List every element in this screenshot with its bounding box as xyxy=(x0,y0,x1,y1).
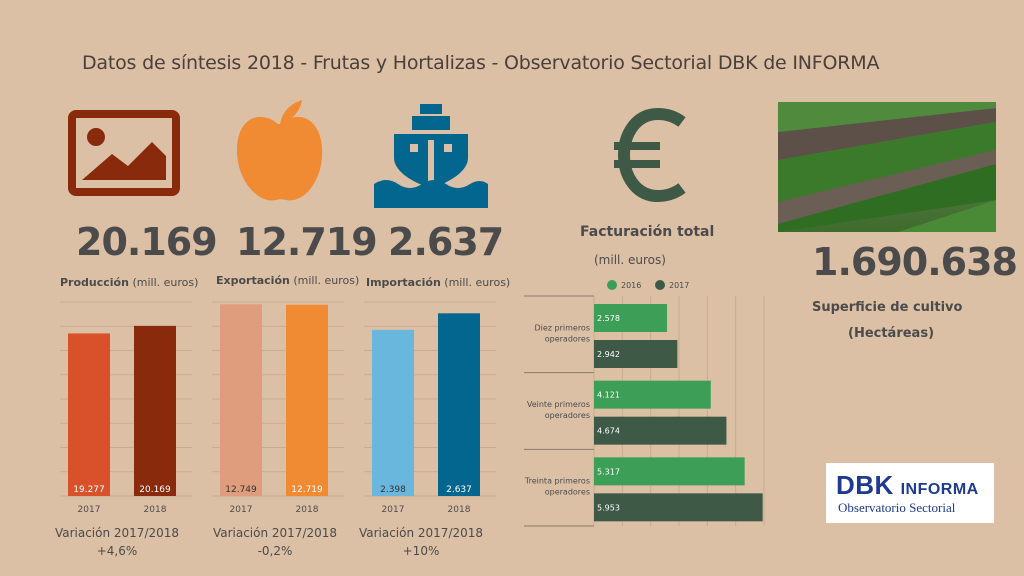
facturacion-value-label: 2.942 xyxy=(597,350,620,359)
importacion-bar-2017 xyxy=(372,329,414,496)
importacion-value-label: 2.398 xyxy=(380,485,406,495)
superficie-label: Superficie de cultivo xyxy=(812,300,963,315)
produccion-category-label: 2018 xyxy=(144,505,167,515)
facturacion-value-label: 2.578 xyxy=(597,314,620,323)
produccion-chart: 19.277 2017 20.169 2018 xyxy=(60,301,192,515)
produccion-variation: Variación 2017/2018 +4,6% xyxy=(54,526,180,558)
facturacion-value-label: 5.953 xyxy=(597,503,620,512)
category-label: operadores xyxy=(545,411,590,420)
legend-marker-2017 xyxy=(655,280,665,290)
importacion-category-label: 2017 xyxy=(382,505,405,515)
crop-field-photo xyxy=(778,102,996,232)
exportacion-value-label: 12.719 xyxy=(291,485,323,495)
facturacion-bar-2017 xyxy=(594,340,678,368)
produccion-value: 20.169 xyxy=(76,220,218,264)
superficie-unit: (Hectáreas) xyxy=(848,326,935,341)
category-label: Diez primeros xyxy=(534,323,590,332)
dbk-informa-logo: DBK INFORMA Observatorio Sectorial xyxy=(826,463,994,523)
legend-label-2017: 2017 xyxy=(669,281,689,290)
exportacion-category-label: 2017 xyxy=(230,505,253,515)
facturacion-value-label: 4.121 xyxy=(597,391,620,400)
exportacion-bar-2017 xyxy=(220,304,262,496)
facturacion-value-label: 4.674 xyxy=(597,427,620,436)
category-label: Treinta primeros xyxy=(524,477,590,486)
facturacion-subtitle: (mill. euros) xyxy=(594,253,666,267)
exportacion-bar-2018 xyxy=(286,304,328,496)
exportacion-value-label: 12.749 xyxy=(225,485,257,495)
produccion-bar-2018 xyxy=(134,325,176,496)
superficie-value: 1.690.638 xyxy=(812,240,1018,284)
produccion-category-label: 2017 xyxy=(78,505,101,515)
page-title: Datos de síntesis 2018 - Frutas y Hortal… xyxy=(82,52,880,74)
facturacion-bar-2017 xyxy=(594,493,763,522)
importacion-bar-2018 xyxy=(438,313,480,496)
produccion-value-label: 19.277 xyxy=(73,485,105,495)
exportacion-category-label: 2018 xyxy=(296,505,319,515)
importacion-chart: 2.398 2017 2.637 2018 xyxy=(364,301,496,515)
produccion-bar-2017 xyxy=(68,333,110,496)
exportacion-value: 12.719 xyxy=(236,220,378,264)
exportacion-variation: Variación 2017/2018 -0,2% xyxy=(212,526,338,558)
category-label: Veinte primeros xyxy=(527,400,590,409)
exportacion-chart: 12.749 2017 12.719 2018 xyxy=(212,301,344,515)
produccion-label: Producción (mill. euros) xyxy=(60,276,199,289)
importacion-label: Importación (mill. euros) xyxy=(366,276,511,289)
ship-icon xyxy=(374,104,488,208)
facturacion-bar-2016 xyxy=(594,380,711,409)
apple-icon xyxy=(236,100,323,201)
image-icon xyxy=(68,110,180,196)
importacion-value: 2.637 xyxy=(388,220,504,264)
category-label: operadores xyxy=(545,334,590,343)
facturacion-title: Facturación total xyxy=(580,224,715,240)
facturacion-chart: 2016 2017 Diez primeros operadores 2.578 2.94… xyxy=(524,280,765,527)
facturacion-bar-2017 xyxy=(594,416,727,445)
exportacion-label: Exportación (mill. euros) xyxy=(216,274,360,287)
legend-label-2016: 2016 xyxy=(621,281,641,290)
euro-icon xyxy=(614,108,686,202)
produccion-value-label: 20.169 xyxy=(139,485,171,495)
importacion-value-label: 2.637 xyxy=(446,485,472,495)
legend-marker-2016 xyxy=(607,280,617,290)
facturacion-bar-2016 xyxy=(594,304,668,332)
importacion-variation: Variación 2017/2018 +10% xyxy=(358,526,484,558)
facturacion-bar-2016 xyxy=(594,457,745,486)
category-label: operadores xyxy=(545,488,590,497)
facturacion-value-label: 5.317 xyxy=(597,467,620,476)
importacion-category-label: 2018 xyxy=(448,505,471,515)
